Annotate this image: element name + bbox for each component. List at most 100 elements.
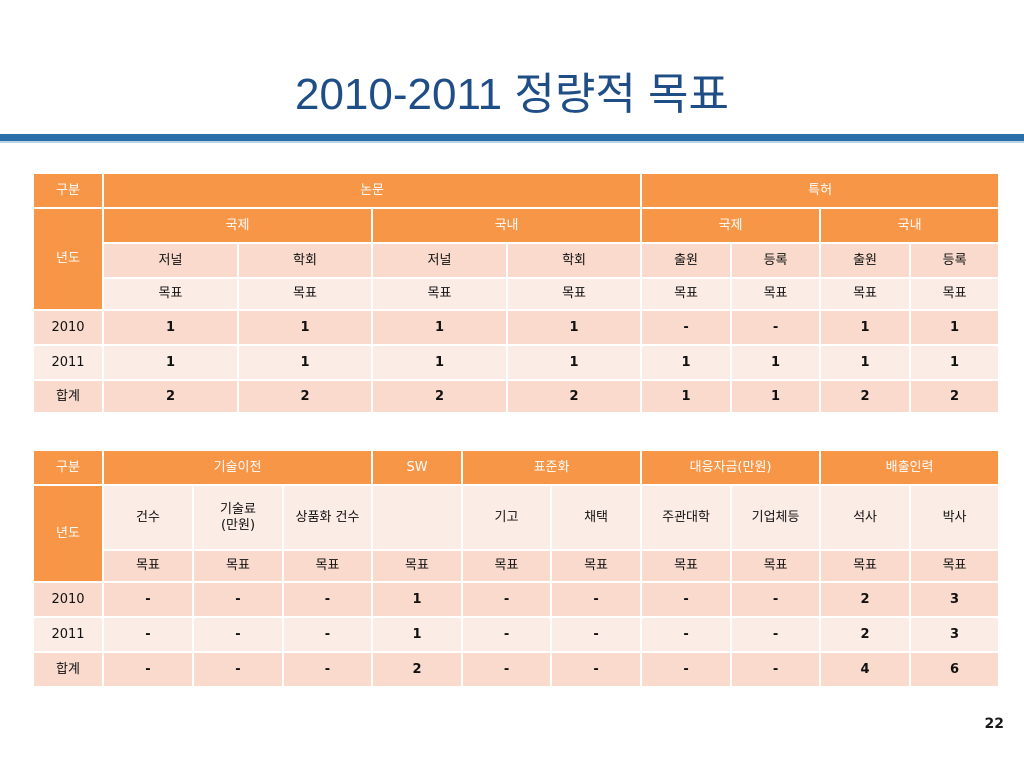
table-cell: 목표 [281,549,374,583]
table-cell: 학회 [237,242,373,279]
table-cell: 출원 [640,242,733,279]
table-cell: 목표 [819,549,912,583]
table-cell: 기술료 (만원) [192,484,284,551]
table-cell: 국제 [102,207,373,244]
table-cell: 채택 [550,484,643,551]
table-cell: 목표 [909,549,1001,583]
table-cell: - [102,581,194,618]
row-header-cell: 저널 [102,242,239,279]
table-cell: 2 [819,581,912,618]
table-cell: 목표 [730,549,822,583]
patent-paper-table: 구분 논문 특허 년도 국제 국내 국제 국내 저널 학회 저널 학회 출원 등록 출원 등록 목표 목표 목표 목표… [32,172,1001,414]
table-cell: 학회 [505,242,643,279]
table-cell: 1 [909,344,1001,381]
table-cell: SW [371,449,464,486]
table-cell: 저널 [371,242,508,279]
table-cell: - [192,581,284,618]
table-cell: - [281,581,374,618]
table-row: 2011- - -1- - - -2 3 [32,616,1001,653]
table-cell: 출원 [819,242,912,279]
table-cell: - [461,581,553,618]
table-cell: 배출인력 [819,449,1001,486]
table-row: 2011 1 1 1 1 1 1 1 1 [32,344,1001,381]
table-cell: 표준화 [461,449,643,486]
table-cell: 1 [102,344,239,381]
table-cell: - [640,309,733,346]
table-cell: 목표 [909,277,1001,311]
row-header-cell: 구분 [32,172,104,209]
table-cell: 국내 [819,207,1001,244]
table-cell: 목표 [237,277,373,311]
table-cell: - [102,616,194,653]
row-header-cell: 2011 [32,616,104,653]
table-cell: - [730,651,822,688]
table-row: 년도 건수 기술료 (만원) 상품화 건수 기고 채택 주관대학 기업체등 석사 박사 [32,484,1001,583]
row-header-cell: 목표 [102,549,194,583]
table-cell: 목표 [371,277,508,311]
table-row: 합계 2 2 2 2 1 1 2 2 [32,379,1001,414]
table-cell: 목표 [640,549,733,583]
table-cell: - [550,651,643,688]
slide-title: 2010-2011 정량적 목표 [294,70,729,119]
table-cell: 석사 [819,484,912,551]
table-cell: 1 [237,344,373,381]
table-cell: 목표 [371,549,464,583]
table-cell: 2 [371,651,464,688]
row-header-cell: 구분 [32,449,104,486]
table-cell: 1 [640,379,733,414]
table-cell: 국제 [640,207,822,244]
table-cell: 대응자금(만원) [640,449,822,486]
table-cell: 국내 [370,207,643,244]
table-row: 목표 목표 목표 목표 목표 목표 목표 목표 목표 목표 [33,549,1001,583]
table-cell: 1 [730,379,822,414]
table-cell: 4 [819,651,912,688]
table-cell: - [102,651,194,688]
table-cell: 1 [909,309,1001,346]
table-cell: - [281,651,374,688]
table-row: 2010- - -1- - - -2 3 [32,581,1001,618]
table-cell: 6 [909,651,1001,688]
row-header-cell: 2011 [32,344,104,381]
row-header-cell: 합계 [32,651,104,688]
table-cell: 1 [371,581,464,618]
table-cell: 1 [730,344,822,381]
table-cell: 2 [371,379,508,414]
table-cell: 1 [819,309,912,346]
row-header-cell: 년도 [32,484,104,583]
table-cell: 3 [909,581,1001,618]
table-cell: 기고 [461,484,553,551]
table-cell: 1 [371,616,464,653]
table-row: 2010 1 1 1 1- -1 1 [32,309,1001,346]
row-header-cell: 합계 [32,379,104,414]
table-cell: - [550,616,643,653]
table-cell: 목표 [461,549,553,583]
table-cell: - [461,616,553,653]
table-cell: 논문 [101,172,643,209]
table-cell: - [461,651,553,688]
table-cell: 기술이전 [101,449,374,486]
table-cell: 목표 [505,277,643,311]
table-cell: 1 [640,344,733,381]
table-row: 합계 - - -2- - - -4 6 [32,651,1001,688]
table-cell: - [640,651,733,688]
table-cell: 3 [909,616,1001,653]
table-cell: 2 [102,379,239,414]
table-cell: 건수 [102,484,194,551]
table-cell: - [730,581,822,618]
table-cell: - [730,309,822,346]
table-cell: 목표 [550,549,643,583]
table-cell: 기업체등 [730,484,822,551]
table-cell: 1 [371,344,508,381]
table-cell: - [640,581,733,618]
table-cell: 1 [505,309,643,346]
table-cell: 박사 [909,484,1001,551]
table-cell: 상품화 건수 [281,484,374,551]
table-cell: 1 [102,309,239,346]
table-cell: - [192,651,284,688]
table-row: 목표 목표 목표 목표 목표 목표 목표 목표 [33,277,1001,311]
table-cell: 특허 [640,172,1001,209]
table-cell: 2 [819,379,912,414]
table-cell: 1 [371,309,508,346]
title-rule [0,134,1024,141]
